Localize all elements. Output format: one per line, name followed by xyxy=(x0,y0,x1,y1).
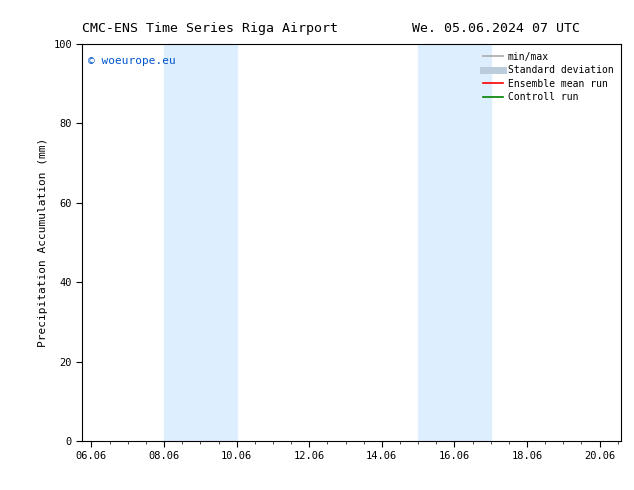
Legend: min/max, Standard deviation, Ensemble mean run, Controll run: min/max, Standard deviation, Ensemble me… xyxy=(481,49,616,105)
Bar xyxy=(164,44,236,441)
Text: We. 05.06.2024 07 UTC: We. 05.06.2024 07 UTC xyxy=(412,22,580,35)
Text: © woeurope.eu: © woeurope.eu xyxy=(87,56,176,66)
Text: CMC-ENS Time Series Riga Airport: CMC-ENS Time Series Riga Airport xyxy=(82,22,339,35)
Bar xyxy=(418,44,491,441)
Y-axis label: Precipitation Accumulation (mm): Precipitation Accumulation (mm) xyxy=(37,138,48,347)
